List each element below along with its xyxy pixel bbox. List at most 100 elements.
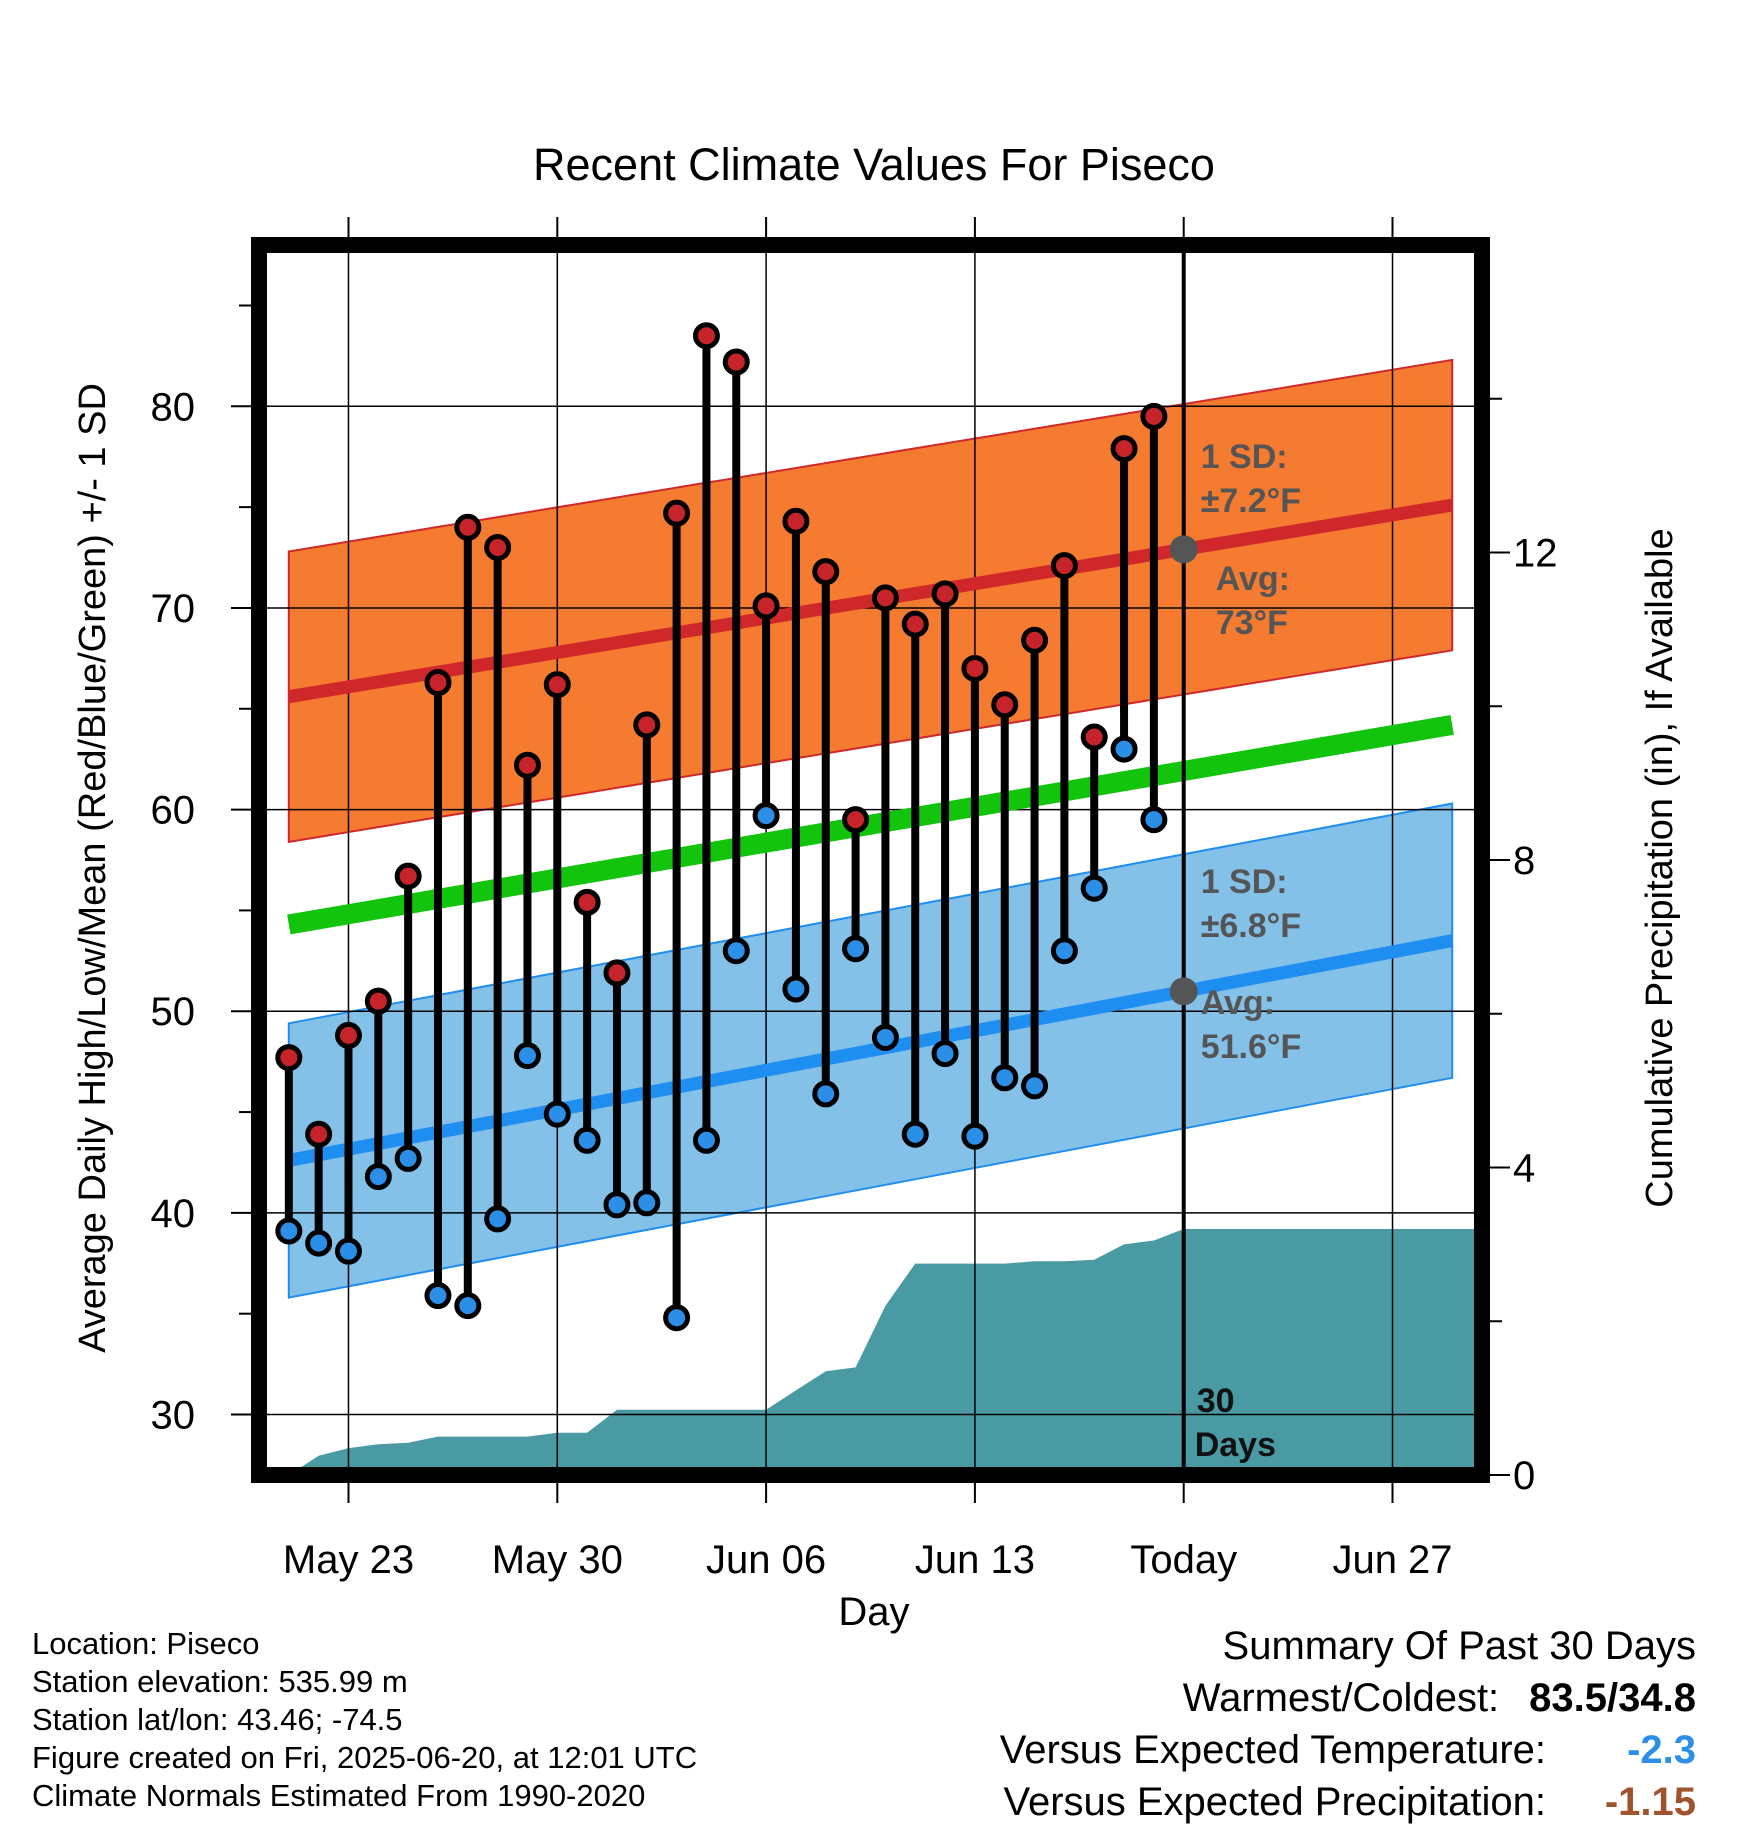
normal-mean-line <box>287 715 1454 935</box>
precip-label: Versus Expected Precipitation: <box>1003 1780 1546 1824</box>
y2-tick-label: 12 <box>1513 532 1558 576</box>
daily-low-point <box>513 1042 541 1070</box>
daily-low-point <box>931 1040 959 1068</box>
high-avg-marker <box>1169 535 1198 564</box>
daily-low-point <box>961 1122 989 1150</box>
daily-low-point <box>1110 735 1138 763</box>
created-line: Figure created on Fri, 2025-06-20, at 12… <box>32 1740 698 1775</box>
daily-high-point <box>1021 626 1049 654</box>
daily-low-point <box>871 1023 899 1051</box>
plot-area: 1 SD: ±7.2°F Avg: 73°F 1 SD: ±6.8°F Avg: 51.6°F… <box>151 217 1558 1582</box>
daily-low-point <box>692 1126 720 1154</box>
daily-low-point <box>275 1217 303 1245</box>
daily-low-point <box>394 1144 422 1172</box>
warm-cold-label: Warmest/Coldest: <box>1182 1676 1500 1720</box>
y2-tick-label: 8 <box>1513 839 1535 883</box>
daily-high-point <box>275 1044 303 1072</box>
daily-high-point <box>305 1120 333 1148</box>
daily-high-point <box>692 322 720 350</box>
daily-high-point <box>782 507 810 535</box>
elevation-line: Station elevation: 535.99 m <box>32 1664 408 1699</box>
low-sd-title: 1 SD: <box>1201 863 1288 901</box>
daily-high-point <box>603 959 631 987</box>
x-tick-label: May 30 <box>492 1538 623 1582</box>
daily-low-point <box>782 975 810 1003</box>
daily-low-point <box>1021 1072 1049 1100</box>
daily-high-point <box>1080 723 1108 751</box>
daily-high-point <box>871 584 899 612</box>
normal-high-line <box>287 498 1454 704</box>
high-avg-value: 73°F <box>1216 604 1288 642</box>
days-label-top: 30 <box>1197 1382 1235 1420</box>
daily-high-point <box>991 691 1019 719</box>
daily-high-point <box>543 671 571 699</box>
daily-low-point <box>1050 937 1078 965</box>
temp-label: Versus Expected Temperature: <box>999 1728 1546 1772</box>
daily-high-point <box>722 348 750 376</box>
high-sd-title: 1 SD: <box>1201 438 1288 476</box>
y-tick-label: 70 <box>151 587 196 631</box>
daily-high-point <box>394 862 422 890</box>
x-tick-label: Jun 13 <box>915 1538 1035 1582</box>
y2-axis-label: Cumulative Precipitation (in), If Availa… <box>1639 528 1681 1207</box>
precip-value: -1.15 <box>1604 1780 1696 1824</box>
y2-tick-label: 0 <box>1513 1454 1535 1498</box>
y-tick-label: 50 <box>151 990 196 1034</box>
x-tick-label: Jun 27 <box>1332 1538 1452 1582</box>
temp-value: -2.3 <box>1627 1728 1696 1772</box>
warm-cold-value: 83.5/34.8 <box>1529 1676 1696 1720</box>
x-tick-label: Jun 06 <box>706 1538 826 1582</box>
summary-panel: Summary Of Past 30 Days Warmest/Coldest:… <box>1000 1620 1696 1828</box>
daily-low-point <box>663 1304 691 1332</box>
daily-low-point <box>543 1100 571 1128</box>
x-tick-label: Today <box>1130 1538 1237 1582</box>
daily-low-point <box>722 937 750 965</box>
daily-low-point <box>991 1064 1019 1092</box>
daily-low-point <box>1140 806 1168 834</box>
high-sd-value: ±7.2°F <box>1201 482 1301 520</box>
daily-high-point <box>424 669 452 697</box>
daily-high-point <box>573 888 601 916</box>
daily-high-point <box>901 610 929 638</box>
daily-high-point <box>334 1021 362 1049</box>
daily-low-point <box>305 1229 333 1257</box>
daily-low-point <box>812 1080 840 1108</box>
daily-high-point <box>812 558 840 586</box>
daily-high-point <box>842 806 870 834</box>
low-avg-title: Avg: <box>1201 984 1275 1022</box>
y-tick-label: 40 <box>151 1192 196 1236</box>
daily-high-point <box>454 513 482 541</box>
daily-low-point <box>573 1126 601 1154</box>
daily-high-point <box>513 751 541 779</box>
daily-high-point <box>364 987 392 1015</box>
y-tick-label: 80 <box>151 385 196 429</box>
daily-high-point <box>484 533 512 561</box>
daily-high-point <box>1110 435 1138 463</box>
x-axis-label: Day <box>838 1590 909 1634</box>
daily-low-point <box>364 1163 392 1191</box>
daily-low-point <box>603 1191 631 1219</box>
daily-high-point <box>931 580 959 608</box>
daily-low-point <box>752 802 780 830</box>
latlon-line: Station lat/lon: 43.46; -74.5 <box>32 1702 403 1737</box>
normal-low-line <box>287 934 1454 1167</box>
daily-low-point <box>633 1189 661 1217</box>
x-tick-label: May 23 <box>283 1538 414 1582</box>
daily-high-point <box>663 499 691 527</box>
low-avg-marker <box>1169 977 1198 1006</box>
daily-low-point <box>334 1237 362 1265</box>
precip-row: Versus Expected Precipitation: -1.15 <box>1000 1776 1696 1828</box>
daily-high-point <box>1050 552 1078 580</box>
y-tick-label: 30 <box>151 1394 196 1438</box>
daily-low-point <box>1080 874 1108 902</box>
y-tick-label: 60 <box>151 789 196 833</box>
summary-title: Summary Of Past 30 Days <box>1222 1624 1696 1668</box>
daily-high-point <box>1140 402 1168 430</box>
days-label-bottom: Days <box>1195 1426 1276 1464</box>
daily-high-point <box>752 592 780 620</box>
high-avg-title: Avg: <box>1216 560 1290 598</box>
low-sd-value: ±6.8°F <box>1201 907 1301 945</box>
daily-low-point <box>424 1282 452 1310</box>
y2-tick-label: 4 <box>1513 1147 1535 1191</box>
